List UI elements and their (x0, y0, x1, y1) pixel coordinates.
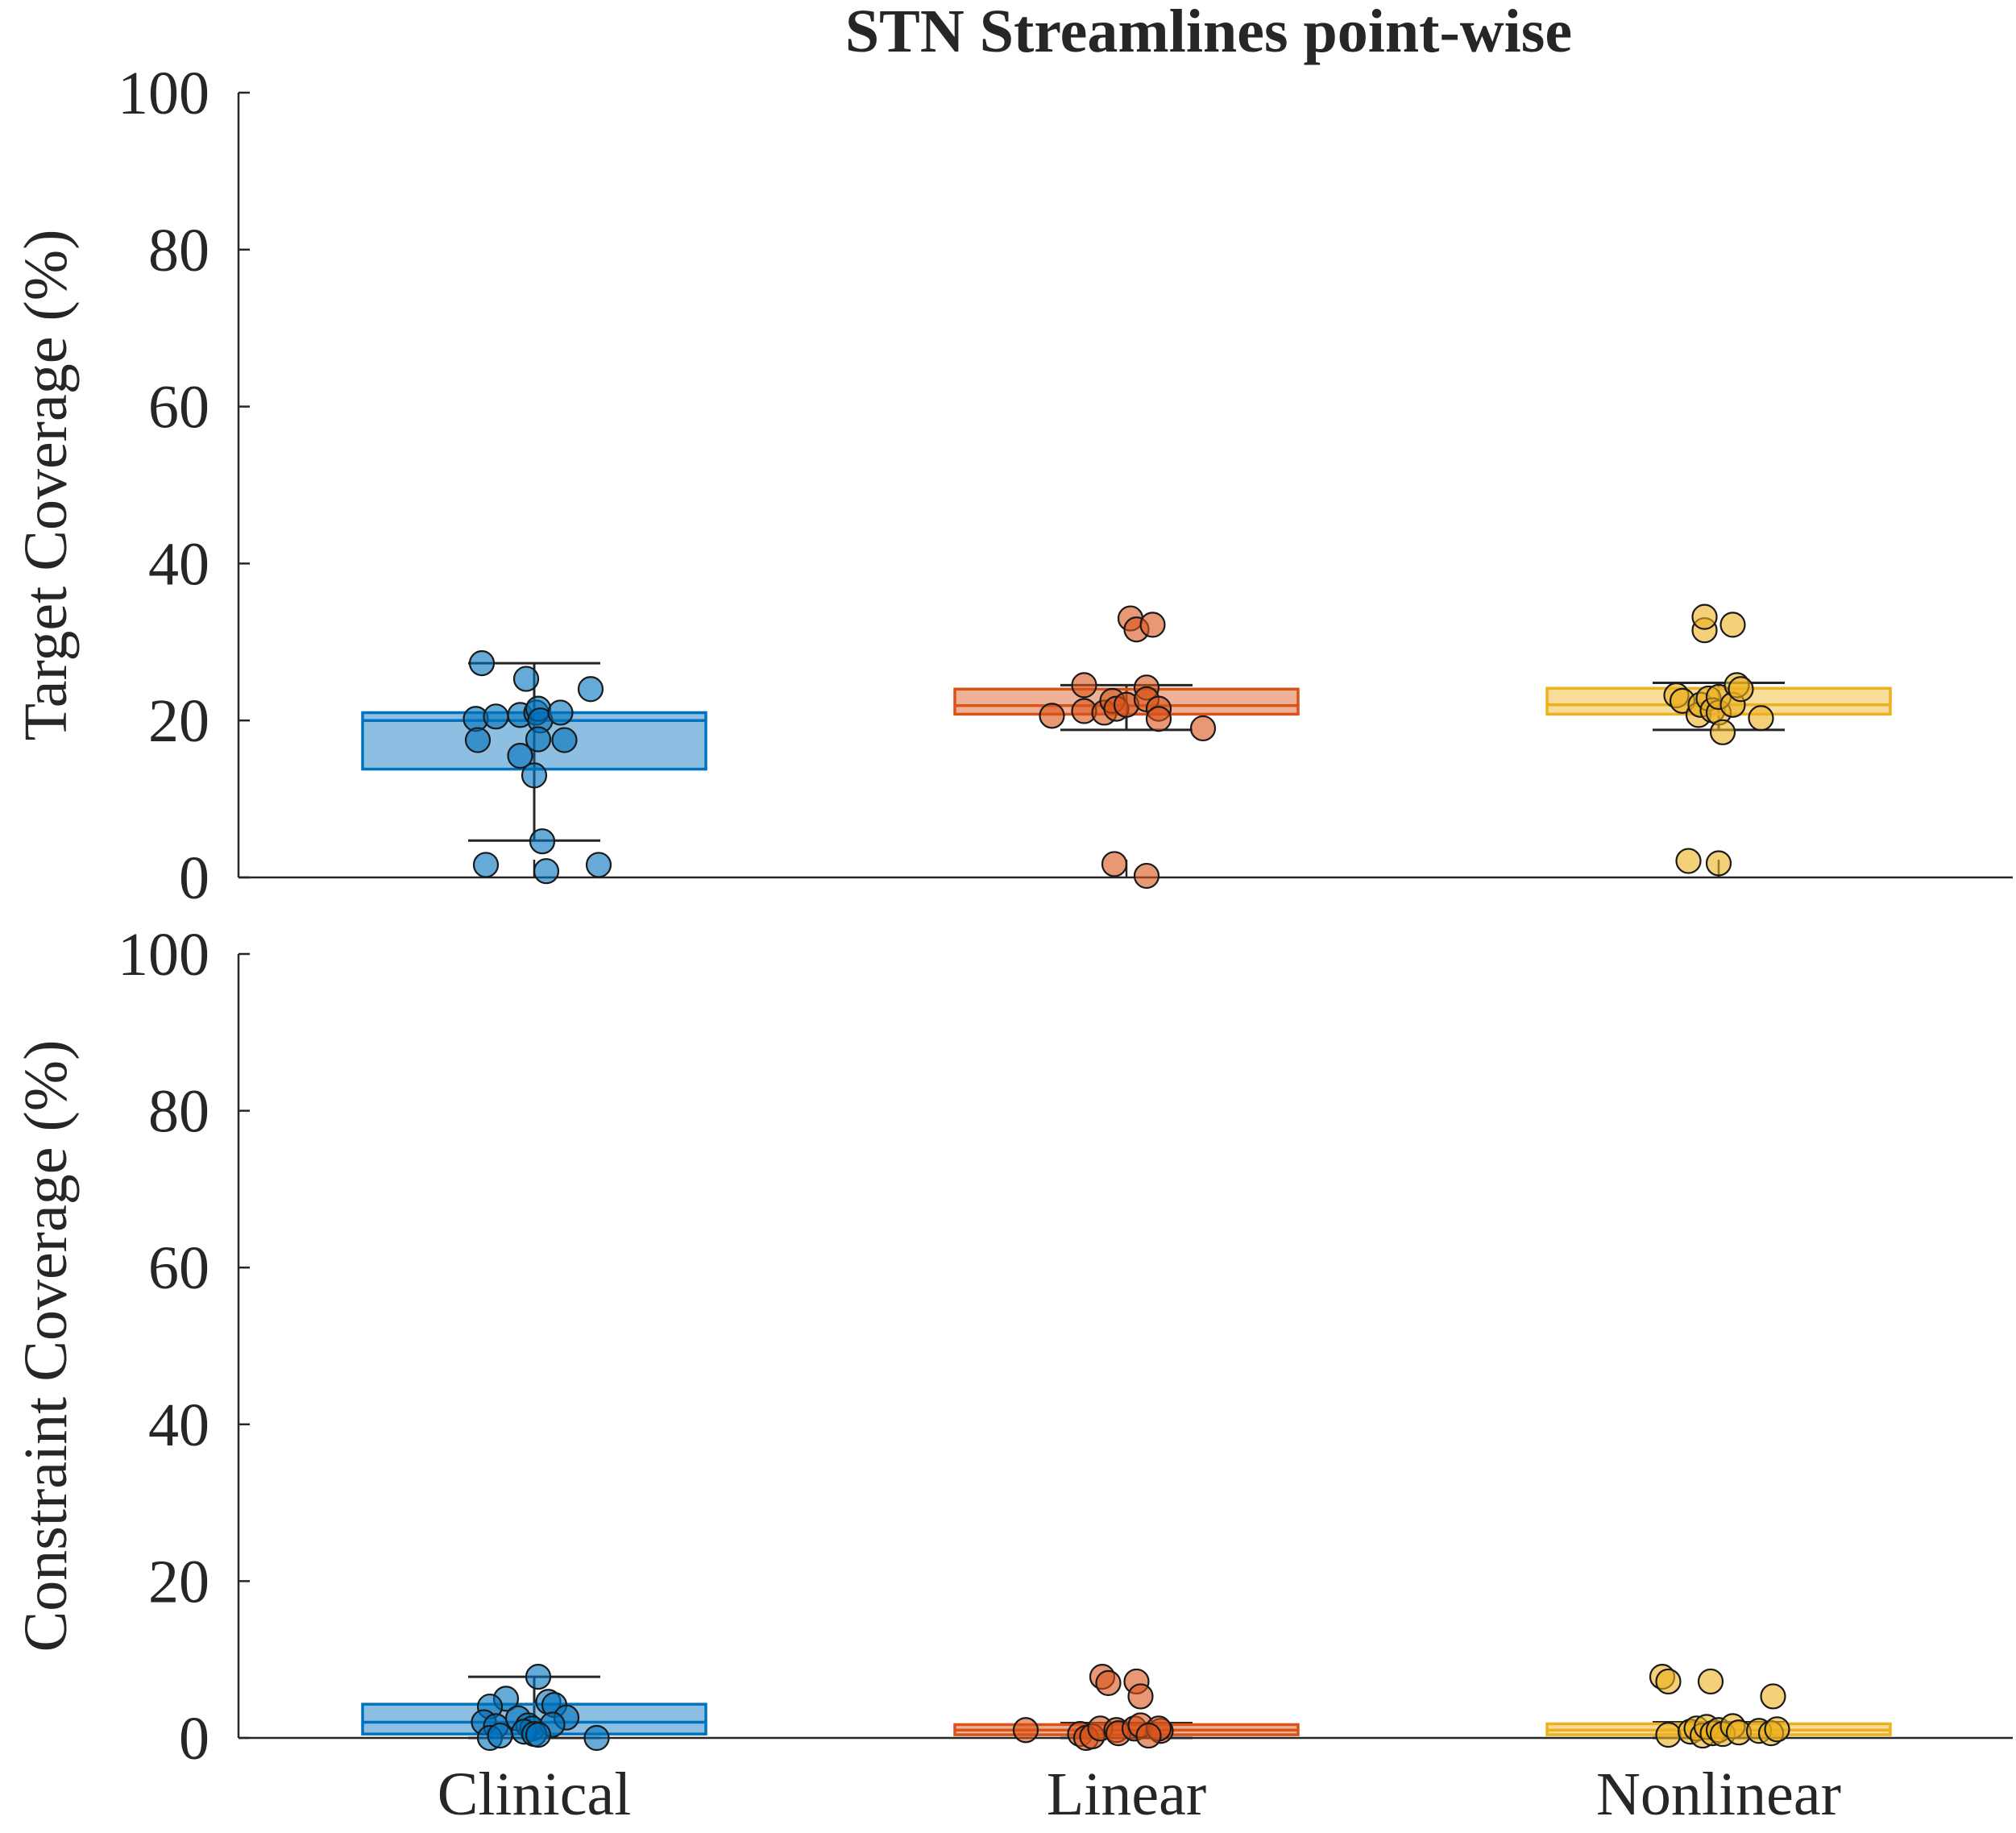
data-point (1101, 851, 1128, 877)
data-point (1012, 1717, 1039, 1744)
data-point (1133, 862, 1160, 890)
y-tick-label: 100 (118, 921, 209, 989)
data-point (521, 762, 548, 789)
data-point (512, 666, 540, 692)
chart-title: STN Streamlines point-wise (845, 0, 1572, 65)
data-point (1095, 1669, 1122, 1696)
data-point (547, 699, 574, 726)
data-point (529, 828, 556, 855)
y-tick-label: 20 (148, 687, 209, 755)
data-point (1189, 715, 1217, 742)
y-tick-label: 80 (148, 1078, 209, 1146)
data-point (1135, 1722, 1162, 1749)
data-point (1697, 1668, 1724, 1695)
panel-target-coverage: 0 20 40 60 80 100 Target Coverage (%) (12, 60, 2013, 912)
y-axis-label: Constraint Coverage (%) (12, 1040, 80, 1653)
group-nonlinear (1545, 603, 1892, 877)
data-point (525, 1722, 552, 1748)
group-nonlinear (1545, 1664, 1892, 1749)
group-clinical (361, 649, 707, 885)
y-tick-label: 0 (179, 844, 209, 912)
data-point (1748, 705, 1774, 732)
group-linear (953, 605, 1300, 890)
y-tick-label: 60 (148, 374, 209, 442)
category-labels: Clinical Linear Nonlinear (438, 1760, 1841, 1828)
data-point (1705, 850, 1732, 877)
chart-panels: 0 20 40 60 80 100 Target Coverage (%) 0 20 40 60 80… (12, 60, 2013, 1773)
y-tick-label: 40 (148, 1391, 209, 1459)
data-point (487, 1722, 513, 1749)
y-tick-label: 100 (118, 60, 209, 127)
data-point (585, 852, 612, 878)
data-point (1675, 848, 1702, 874)
y-axis-label: Target Coverage (%) (12, 230, 80, 741)
data-point (1709, 719, 1736, 745)
y-tick-label: 40 (148, 530, 209, 598)
x-category-label-clinical: Clinical (438, 1760, 632, 1828)
data-point (1691, 603, 1718, 630)
data-point (1139, 612, 1166, 638)
data-point (1728, 676, 1754, 703)
data-point (1655, 1722, 1682, 1748)
y-tick-label: 0 (179, 1705, 209, 1773)
group-clinical (361, 1664, 707, 1752)
data-point (1760, 1683, 1786, 1710)
data-point (577, 676, 604, 703)
y-tick-label: 20 (148, 1548, 209, 1615)
data-point (472, 852, 500, 878)
data-point (1145, 706, 1172, 732)
data-point (1039, 703, 1065, 729)
data-point (464, 727, 492, 753)
data-point (525, 1664, 552, 1690)
x-category-label-nonlinear: Nonlinear (1596, 1760, 1841, 1828)
data-point (533, 858, 560, 885)
data-point (583, 1724, 610, 1752)
panel-constraint-coverage: 0 20 40 60 80 100 Constraint Coverage (%) (12, 921, 2013, 1773)
data-point (507, 742, 533, 769)
data-point (468, 649, 496, 677)
data-point (1764, 1716, 1790, 1743)
group-linear (953, 1664, 1300, 1752)
data-point (551, 727, 578, 753)
data-point (483, 703, 509, 730)
data-point (1071, 672, 1097, 699)
box-iqr (361, 1702, 707, 1736)
y-tick-label: 60 (148, 1234, 209, 1302)
data-point (1127, 1683, 1154, 1710)
data-point (1719, 612, 1746, 638)
data-point (525, 726, 552, 753)
data-point (1655, 1668, 1682, 1695)
x-category-label-linear: Linear (1047, 1760, 1206, 1828)
y-tick-label: 80 (148, 217, 209, 284)
